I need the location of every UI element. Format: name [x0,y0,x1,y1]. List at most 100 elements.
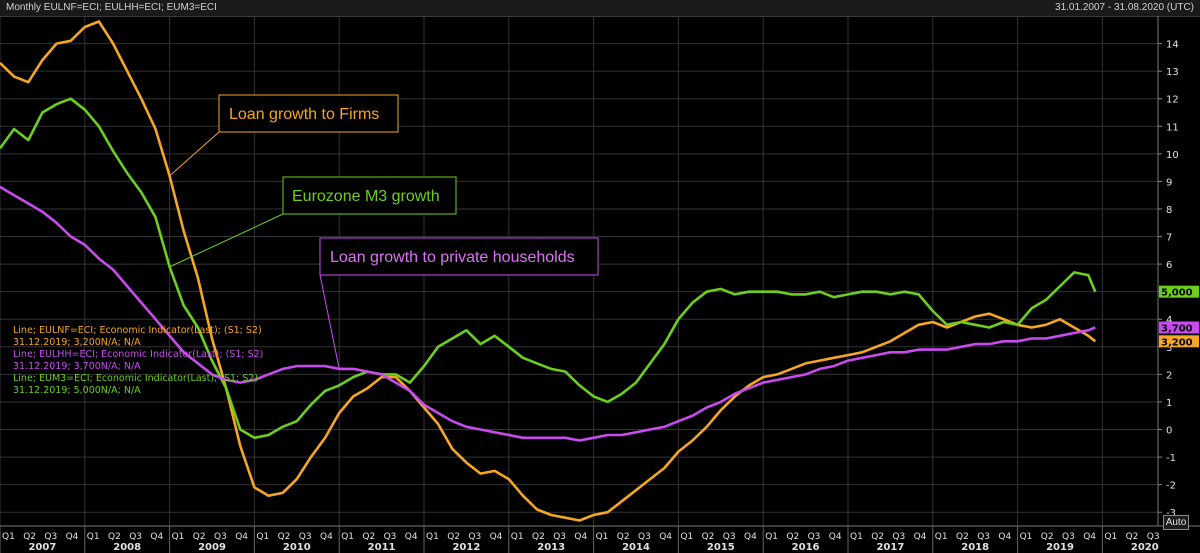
legend-m3-line1: Line; EUM3=ECI; Economic Indicator(Last)… [13,373,258,384]
x-quarter-label: Q2 [278,532,291,542]
x-quarter-label: Q3 [44,532,57,542]
x-quarter-label: Q1 [87,532,100,542]
x-quarter-label: Q1 [596,532,609,542]
last-value-badge-households-bg [1159,321,1199,334]
legend-m3-line2: 31.12.2019; 5,000N/A; N/A [13,385,141,396]
x-quarter-label: Q1 [511,532,524,542]
x-quarter-label: Q2 [23,532,36,542]
x-quarter-label: Q2 [617,532,630,542]
x-quarter-label: Q3 [723,532,736,542]
x-quarter-label: Q1 [935,532,948,542]
y-tick-label: 6 [1166,260,1172,271]
y-tick-label: 3 [1166,343,1172,354]
annotation-firms-label: Loan growth to Firms [229,106,379,123]
last-value-m3: 5,000 [1161,288,1193,299]
y-tick-label: 2 [1166,370,1172,381]
last-value-badge-firms: 3,200 [1159,335,1199,348]
y-axis-ticks: -3-2-101234567891011121314 [1158,40,1179,519]
x-quarter-label: Q4 [914,532,927,542]
y-tick-label: 11 [1166,122,1179,133]
x-quarter-label: Q4 [574,532,587,542]
legend-households-line2: 31.12.2019; 3,700N/A; N/A [13,361,141,372]
annotation-households: Loan growth to private households [319,237,599,369]
x-year-label: 2015 [707,542,735,553]
last-value-badge-m3: 5,000 [1159,285,1199,299]
y-tick-label: -1 [1166,453,1176,464]
x-quarter-label: Q3 [299,532,312,542]
x-quarter-label: Q3 [1147,532,1160,542]
y-tick-label: 8 [1166,205,1172,216]
x-quarter-label: Q1 [426,532,439,542]
x-quarter-label: Q2 [1041,532,1054,542]
x-quarter-label: Q3 [892,532,905,542]
x-quarter-label: Q1 [1020,532,1033,542]
x-year-label: 2008 [113,542,141,553]
x-quarter-label: Q4 [1083,532,1096,542]
last-value-badge-households: 3,700 [1159,321,1199,335]
legend-households-line1: Line; EULHH=ECI; Economic Indicator(Last… [13,349,263,360]
series-lines [0,20,1097,522]
x-quarter-label: Q1 [256,532,269,542]
x-year-label: 2020 [1131,542,1159,553]
x-quarter-label: Q2 [871,532,884,542]
x-axis: Q1 Q2 Q3 Q4 2007 Q1 Q2 Q3 Q4 2008 Q1 Q2 Q3 Q4 2009 Q1 Q2… [0,526,1160,553]
x-quarter-label: Q1 [341,532,354,542]
x-quarter-label: Q2 [532,532,545,542]
series-line-households[interactable] [0,185,1096,442]
x-quarter-label: Q2 [956,532,969,542]
x-year-label: 2010 [283,542,311,553]
x-quarter-label: Q3 [553,532,566,542]
x-year-label: 2007 [28,542,56,553]
annotation-households-box [319,237,599,276]
x-quarter-label: Q2 [447,532,460,542]
x-quarter-label: Q2 [1126,532,1139,542]
x-quarter-label: Q4 [150,532,163,542]
series-line-firms[interactable] [0,20,1097,522]
annotation-m3-label: Eurozone M3 growth [292,188,440,205]
auto-scale-button[interactable]: Auto [1163,515,1189,530]
x-quarter-label: Q3 [129,532,142,542]
x-year-label: 2017 [876,542,904,553]
x-quarter-label: Q2 [702,532,715,542]
y-tick-label: 12 [1166,95,1179,106]
x-quarter-label: Q4 [66,532,79,542]
x-quarter-label: Q3 [468,532,481,542]
x-year-label: 2012 [452,542,480,553]
annotation-firms: Loan growth to Firms [169,94,399,177]
annotation-firms-box [218,94,399,133]
last-value-badge-m3-bg [1159,285,1199,298]
series-legend: Line; EULNF=ECI; Economic Indicator(Last… [13,325,263,396]
x-quarter-label: Q4 [405,532,418,542]
x-quarter-label: Q2 [362,532,375,542]
x-quarter-label: Q1 [765,532,778,542]
x-quarter-label: Q3 [384,532,397,542]
date-range: 31.01.2007 - 31.08.2020 (UTC) [1055,2,1194,13]
legend-firms-line1: Line; EULNF=ECI; Economic Indicator(Last… [13,325,262,336]
x-quarter-label: Q1 [1104,532,1117,542]
x-quarter-label: Q1 [680,532,693,542]
y-tick-label: -2 [1166,481,1176,492]
y-tick-label: 13 [1166,67,1179,78]
x-quarter-label: Q3 [808,532,821,542]
y-tick-label: 4 [1166,315,1172,326]
x-quarter-label: Q4 [320,532,333,542]
chart-instruments-title: Monthly EULNF=ECI; EULHH=ECI; EUM3=ECI [6,2,217,13]
x-year-label: 2011 [368,542,396,553]
series-line-m3[interactable] [0,97,1097,440]
last-value-badges: 5,000 3,700 3,200 [1159,285,1199,348]
x-quarter-label: Q3 [638,532,651,542]
last-value-households: 3,700 [1161,324,1193,335]
last-value-firms: 3,200 [1161,337,1193,348]
x-year-label: 2019 [1046,542,1074,553]
x-quarter-label: Q1 [850,532,863,542]
x-year-label: 2018 [961,542,989,553]
y-tick-label: 9 [1166,177,1172,188]
x-quarter-label: Q2 [193,532,206,542]
x-year-label: 2009 [198,542,226,553]
last-value-badge-firms-bg [1159,335,1199,348]
x-quarter-label: Q4 [829,532,842,542]
chart-header: Monthly EULNF=ECI; EULHH=ECI; EUM3=ECI 3… [0,0,1200,17]
y-tick-label: 7 [1166,233,1172,244]
annotation-m3-box [282,176,457,215]
